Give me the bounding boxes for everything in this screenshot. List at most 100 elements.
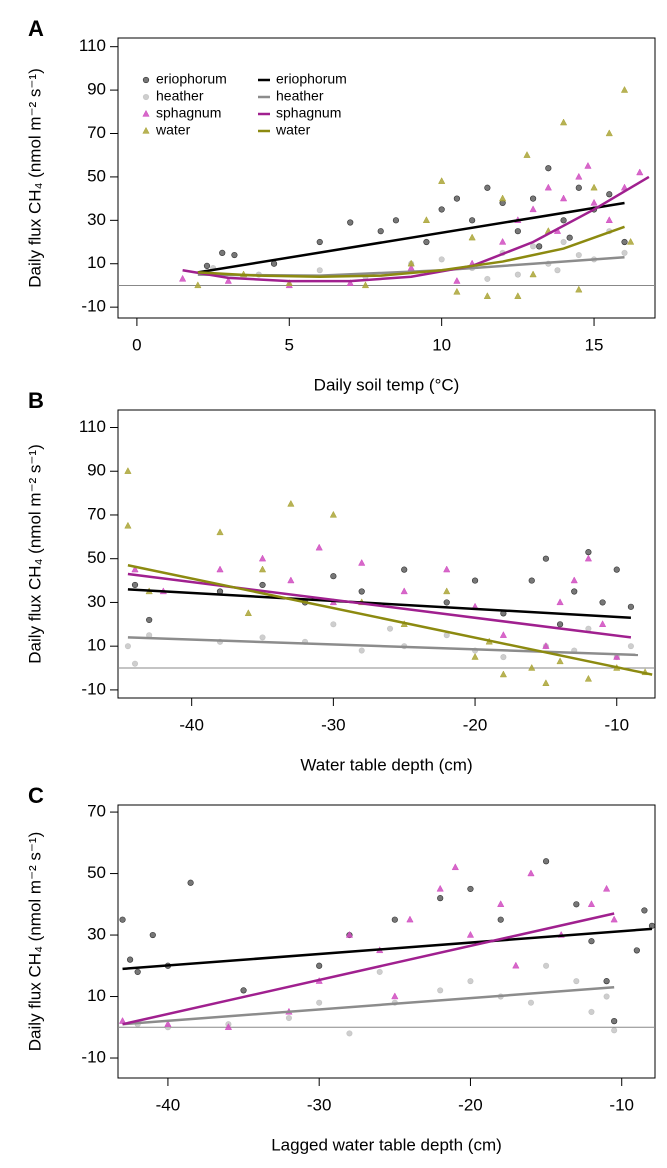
point (469, 217, 476, 224)
point (134, 968, 141, 976)
point (316, 962, 323, 969)
y-tick-label: 30 (87, 210, 106, 229)
point (603, 978, 610, 985)
point (453, 195, 461, 202)
point (443, 599, 450, 606)
point (559, 118, 568, 126)
point (285, 1014, 293, 1022)
y-tick-label: -10 (81, 679, 106, 698)
point (453, 287, 461, 295)
point (443, 565, 451, 573)
fit-line (182, 175, 650, 283)
point (287, 499, 295, 507)
point (636, 168, 644, 176)
y-tick-label: 90 (87, 80, 106, 99)
point (316, 238, 323, 246)
point (346, 279, 354, 286)
point (560, 217, 567, 224)
point (386, 625, 394, 632)
x-tick-label: -20 (463, 715, 488, 734)
point (584, 674, 593, 682)
x-tick-label: -20 (458, 1095, 483, 1114)
point (514, 271, 521, 278)
point (178, 274, 187, 282)
y-tick-label: 50 (87, 548, 106, 567)
fit-line (127, 588, 631, 619)
point (376, 968, 383, 976)
point (605, 216, 613, 223)
point (484, 275, 491, 283)
point (575, 184, 582, 191)
panel-label: A (28, 16, 44, 41)
point (219, 249, 226, 256)
point (453, 276, 461, 284)
point (556, 657, 564, 665)
point (119, 916, 126, 923)
legend-label: water (275, 122, 311, 138)
point (361, 281, 370, 289)
fit-line (197, 225, 625, 279)
point (620, 85, 629, 93)
point (536, 243, 543, 250)
point (377, 228, 384, 235)
y-tick-label: 70 (87, 123, 106, 142)
y-tick-label: 30 (87, 592, 106, 611)
y-axis-label: Daily flux CH₄ (nmol m⁻² s⁻¹) (25, 444, 44, 663)
legend-marker (142, 76, 150, 84)
point (468, 233, 476, 241)
x-tick-label: 5 (285, 335, 294, 354)
point (627, 603, 635, 610)
point (599, 599, 606, 606)
point (315, 543, 323, 551)
point (187, 879, 194, 886)
legend-marker (142, 109, 150, 117)
y-tick-label: 110 (79, 36, 106, 55)
point (422, 216, 431, 223)
point (423, 238, 430, 246)
point (216, 565, 224, 573)
y-tick-label: 10 (87, 636, 106, 655)
y-tick-label: 10 (87, 253, 106, 272)
point (358, 588, 365, 595)
legend-marker (142, 126, 150, 134)
point (610, 915, 618, 923)
fit-line (127, 636, 639, 657)
point (566, 234, 573, 241)
point (498, 194, 507, 202)
y-tick-label: 70 (87, 504, 106, 523)
point (407, 259, 415, 267)
x-tick-label: 0 (132, 335, 141, 354)
point (529, 243, 537, 250)
fit-line (197, 201, 625, 274)
panel-label: C (28, 783, 44, 808)
point (544, 183, 552, 191)
x-tick-label: 10 (432, 335, 451, 354)
y-axis-label: Daily flux CH₄ (nmol m⁻² s⁻¹) (25, 68, 44, 287)
point (258, 554, 267, 562)
point (124, 643, 132, 650)
point (316, 267, 323, 274)
point (164, 1020, 172, 1027)
x-axis-label: Lagged water table depth (cm) (271, 1135, 502, 1154)
point (556, 598, 564, 606)
y-axis-label: Daily flux CH₄ (nmol m⁻² s⁻¹) (25, 832, 44, 1051)
point (611, 1027, 618, 1034)
point (467, 978, 474, 985)
point (127, 956, 134, 963)
point (627, 237, 635, 245)
legend-label: sphagnum (156, 105, 221, 121)
point (598, 620, 607, 627)
point (391, 992, 399, 1000)
point (471, 577, 479, 584)
point (436, 884, 444, 892)
point (330, 621, 337, 628)
point (240, 987, 247, 994)
point (131, 660, 139, 667)
point (621, 238, 628, 246)
point (345, 930, 354, 938)
fit-line (122, 912, 615, 1026)
legend-label: heather (156, 88, 204, 104)
point (224, 1023, 233, 1030)
y-tick-label: 110 (79, 417, 106, 436)
